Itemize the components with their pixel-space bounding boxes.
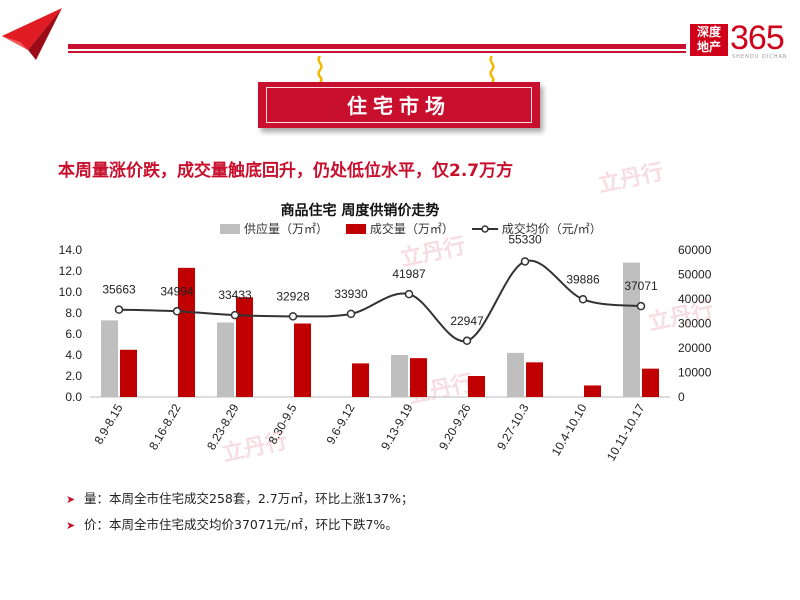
price-point	[462, 336, 472, 346]
headline: 本周量涨价跌，成交量触底回升，仍处低位水平，仅2.7万方	[58, 161, 514, 181]
watermark-text: 立丹行	[398, 233, 468, 272]
right-tick-label: 10000	[678, 366, 712, 380]
price-point	[520, 257, 530, 266]
left-tick-label: 12.0	[59, 264, 83, 278]
price-data-label: 33433	[218, 288, 252, 302]
price-point	[230, 310, 240, 320]
right-tick-label: 60000	[678, 243, 712, 257]
price-data-label: 37071	[624, 279, 658, 293]
hook-right-icon	[489, 56, 495, 82]
left-tick-label: 0.0	[65, 390, 82, 404]
hook-left-icon	[317, 56, 323, 82]
price-data-label: 22947	[450, 314, 484, 328]
bullet-arrow-icon: ➤	[66, 519, 76, 532]
legend-label-price: 成交均价（元/㎡）	[501, 222, 602, 236]
bar-deal	[352, 363, 369, 397]
bullet-arrow-icon: ➤	[66, 493, 76, 506]
price-data-label: 35663	[102, 283, 136, 297]
logo-subtitle: SHENDU DICHAN	[732, 54, 788, 60]
section-title: 住宅市场	[347, 94, 451, 118]
bar-supply	[217, 322, 234, 397]
left-tick-label: 4.0	[65, 348, 82, 362]
price-point	[578, 295, 588, 304]
header-rule	[68, 44, 686, 49]
bar-deal	[642, 368, 659, 397]
legend-item-supply: 供应量（万㎡）	[220, 220, 328, 237]
price-point	[114, 305, 124, 314]
logo-line2: 地产	[696, 40, 721, 54]
bar-supply	[391, 355, 408, 397]
section-banner: 住宅市场	[258, 82, 540, 128]
price-point	[346, 309, 356, 319]
right-tick-label: 30000	[678, 317, 712, 331]
legend-item-deal: 成交量（万㎡）	[345, 220, 454, 237]
left-tick-label: 14.0	[59, 243, 83, 257]
bar-supply	[623, 262, 640, 397]
logo-badge: 深度 地产	[690, 24, 728, 56]
logo-line1: 深度	[696, 25, 721, 39]
bar-deal	[236, 297, 253, 397]
price-data-label: 55330	[508, 232, 542, 246]
bar-supply	[507, 352, 524, 397]
note-price: ➤ 价：本周全市住宅成交均价37071元/㎡，环比下跌7%。	[66, 515, 413, 541]
right-tick-label: 20000	[678, 341, 712, 355]
bar-deal	[410, 358, 427, 397]
x-tick-label: 9.13-9.19	[378, 401, 416, 452]
price-line	[118, 259, 642, 342]
section-banner-frame	[266, 87, 532, 123]
legend-item-price: 成交均价（元/㎡）	[471, 220, 602, 237]
price-data-label: 34994	[160, 284, 194, 298]
right-tick-label: 0	[678, 390, 685, 404]
price-point	[404, 289, 414, 299]
watermark-text: 立丹行	[596, 159, 666, 198]
x-tick-label: 10.4-10.10	[549, 401, 590, 458]
bar-deal	[178, 267, 195, 397]
bar-deal	[526, 362, 543, 397]
bar-deal	[468, 376, 485, 397]
price-point	[288, 312, 298, 321]
price-data-label: 39886	[566, 272, 600, 286]
brand-logo: 深度 地产 365 SHENDU DICHAN	[690, 18, 794, 60]
bar-deal	[120, 349, 137, 397]
note-volume: ➤ 量：本周全市住宅成交258套，2.7万㎡，环比上涨137%；	[66, 489, 413, 515]
note-price-text: 价：本周全市住宅成交均价37071元/㎡，环比下跌7%。	[84, 517, 398, 532]
x-tick-label: 8.16-8.22	[146, 401, 184, 452]
legend-swatch-supply	[220, 223, 240, 234]
right-tick-label: 40000	[678, 292, 712, 306]
chart-title: 商品住宅 周度供销价走势	[280, 203, 440, 219]
x-tick-label: 10.11-10.17	[604, 401, 648, 463]
paper-plane-icon	[2, 8, 62, 60]
legend-swatch-deal	[345, 223, 366, 234]
left-tick-label: 2.0	[65, 369, 82, 383]
note-volume-text: 量：本周全市住宅成交258套，2.7万㎡，环比上涨137%；	[84, 491, 414, 506]
price-data-label: 33930	[334, 287, 368, 301]
bar-deal	[294, 323, 311, 397]
x-tick-label: 8.9-8.15	[91, 401, 125, 446]
bar-deal	[584, 385, 601, 397]
left-tick-label: 10.0	[59, 285, 83, 299]
left-tick-label: 6.0	[65, 327, 82, 341]
right-tick-label: 50000	[678, 268, 712, 282]
price-data-label: 41987	[392, 267, 426, 281]
price-data-label: 32928	[276, 289, 310, 303]
header-rule-thin	[68, 51, 686, 53]
bar-supply	[101, 320, 118, 397]
legend-swatch-price	[471, 224, 498, 233]
legend-label-supply: 供应量（万㎡）	[244, 222, 329, 236]
price-point	[172, 307, 182, 316]
x-tick-label: 9.6-9.12	[323, 401, 357, 446]
notes-list: ➤ 量：本周全市住宅成交258套，2.7万㎡，环比上涨137%； ➤ 价：本周全市住…	[66, 489, 413, 541]
price-point	[636, 301, 646, 311]
logo-number: 365	[730, 19, 785, 57]
left-tick-label: 8.0	[65, 306, 82, 320]
x-tick-label: 9.20-9.26	[436, 401, 474, 452]
chart-legend: 供应量（万㎡） 成交量（万㎡） 成交均价（元/㎡）	[220, 220, 616, 236]
x-tick-label: 9.27-10.3	[494, 401, 532, 452]
legend-label-deal: 成交量（万㎡）	[369, 222, 454, 236]
